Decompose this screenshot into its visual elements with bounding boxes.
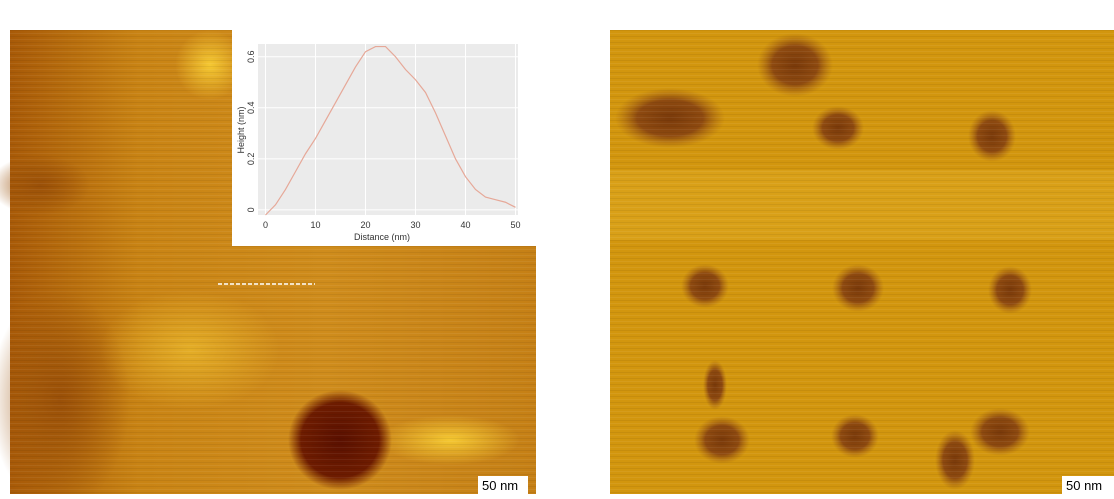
scale-bar: 50 nm bbox=[1062, 476, 1114, 494]
x-tick-label: 30 bbox=[410, 220, 420, 230]
x-tick-label: 20 bbox=[360, 220, 370, 230]
y-tick-label: 0.4 bbox=[246, 102, 256, 115]
x-tick-label: 40 bbox=[460, 220, 470, 230]
x-tick-label: 0 bbox=[263, 220, 268, 230]
y-axis-label: Height (nm) bbox=[236, 106, 246, 153]
y-tick-label: 0.6 bbox=[246, 51, 256, 64]
x-tick-label: 50 bbox=[510, 220, 520, 230]
scale-bar: 50 nm bbox=[478, 476, 528, 494]
scale-bar-label: 50 nm bbox=[1066, 478, 1102, 493]
y-tick-label: 0 bbox=[246, 207, 256, 212]
scale-bar-label: 50 nm bbox=[482, 478, 518, 493]
data-line bbox=[265, 45, 516, 216]
x-axis-label: Distance (nm) bbox=[354, 232, 410, 242]
inset: Distance (nm) Height (nm) bbox=[232, 30, 536, 246]
plot-area bbox=[258, 44, 518, 215]
right-image bbox=[610, 30, 1114, 494]
x-tick-label: 10 bbox=[310, 220, 320, 230]
y-tick-label: 0.2 bbox=[246, 153, 256, 166]
